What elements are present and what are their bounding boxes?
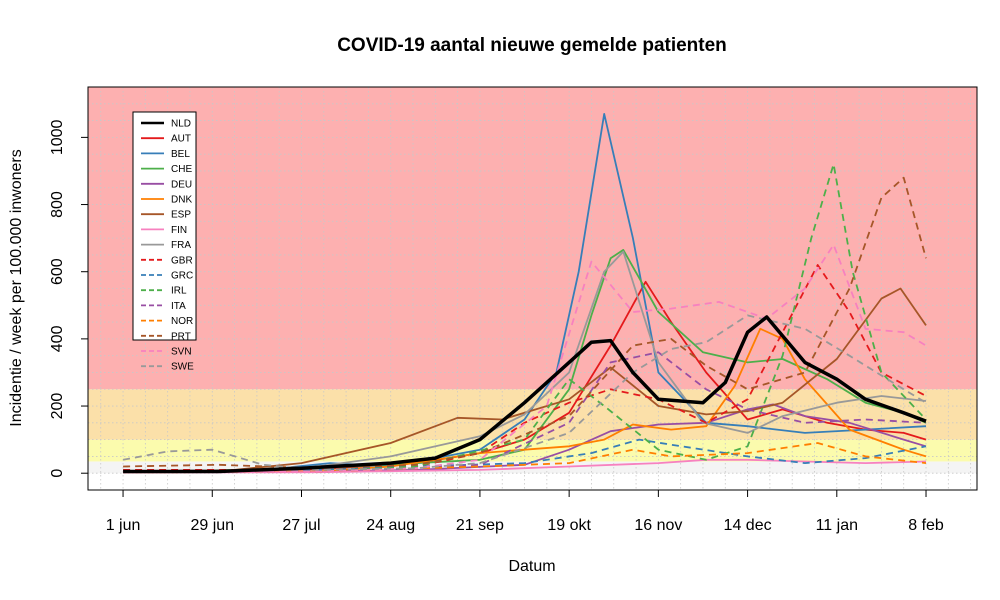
series-line-nor bbox=[123, 442, 927, 474]
plot-border bbox=[87, 86, 978, 491]
x-tick-label: 21 sep bbox=[456, 517, 504, 534]
x-axis-label: Datum bbox=[508, 558, 555, 575]
y-tick-label: 200 bbox=[49, 393, 66, 420]
threshold-band bbox=[88, 439, 977, 462]
legend-label-gbr: GBR bbox=[171, 255, 193, 266]
legend-label-bel: BEL bbox=[171, 149, 190, 160]
series-line-nld bbox=[123, 315, 927, 474]
legend-label-fra: FRA bbox=[171, 240, 191, 251]
x-tick-label: 19 okt bbox=[547, 517, 591, 534]
legend-label-deu: DEU bbox=[171, 179, 192, 190]
legend-label-dnk: DNK bbox=[171, 195, 192, 206]
x-tick-label: 14 dec bbox=[724, 517, 772, 534]
legend-label-ita: ITA bbox=[171, 301, 186, 312]
y-tick-label: 600 bbox=[49, 258, 66, 285]
y-axis-label: Incidentie / week per 100.000 inwoners bbox=[8, 149, 25, 427]
series-line-fin bbox=[123, 458, 927, 474]
series-line-prt bbox=[123, 176, 927, 470]
legend-label-esp: ESP bbox=[171, 210, 191, 221]
legend-label-aut: AUT bbox=[171, 134, 191, 145]
legend-label-nor: NOR bbox=[171, 316, 193, 327]
y-tick-label: 0 bbox=[49, 469, 66, 478]
series-lines bbox=[122, 113, 927, 474]
legend-box bbox=[132, 111, 197, 341]
y-tick-label: 1000 bbox=[49, 119, 66, 155]
x-tick-label: 29 jun bbox=[190, 517, 234, 534]
x-tick-label: 16 nov bbox=[634, 517, 682, 534]
x-axis: 1 jun 29 jun 27 jul 24 aug 21 sep 19 okt 16 no… bbox=[106, 490, 944, 534]
legend-label-irl: IRL bbox=[171, 286, 187, 297]
y-tick-label: 400 bbox=[49, 325, 66, 352]
series-line-grc bbox=[123, 438, 927, 474]
legend: NLD AUT BEL CHE DEU DNK ESP FIN FRA GBR GRC IRL ITA N… bbox=[132, 111, 197, 373]
series-line-svn bbox=[123, 243, 927, 474]
legend-label-fin: FIN bbox=[171, 225, 187, 236]
legend-label-che: CHE bbox=[171, 164, 192, 175]
legend-label-nld: NLD bbox=[171, 119, 191, 130]
x-tick-label: 1 jun bbox=[106, 517, 141, 534]
y-tick-label: 800 bbox=[49, 191, 66, 218]
legend-label-swe: SWE bbox=[171, 362, 194, 373]
series-line-swe bbox=[122, 314, 927, 471]
series-line-fra bbox=[123, 250, 927, 473]
x-tick-label: 8 feb bbox=[908, 517, 944, 534]
legend-label-prt: PRT bbox=[171, 331, 191, 342]
x-tick-label: 27 jul bbox=[282, 517, 320, 534]
plot-area bbox=[87, 86, 978, 491]
legend-label-svn: SVN bbox=[171, 347, 192, 358]
x-tick-label: 24 aug bbox=[366, 517, 415, 534]
chart-title: COVID-19 aantal nieuwe gemelde patienten bbox=[337, 35, 727, 56]
legend-label-grc: GRC bbox=[171, 271, 193, 282]
x-tick-label: 11 jan bbox=[816, 517, 858, 534]
y-axis: 0 200 400 600 800 1000 bbox=[49, 119, 88, 478]
